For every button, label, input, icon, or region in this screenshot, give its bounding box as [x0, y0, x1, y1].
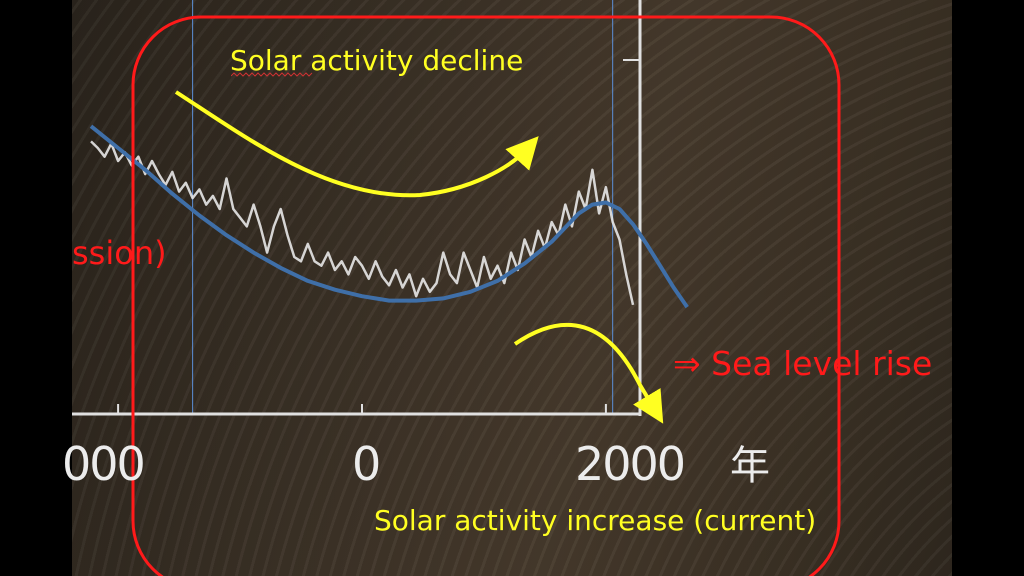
- data-trace: [90, 140, 635, 306]
- x-tick-label: 000: [62, 437, 146, 491]
- chart-arrows: [174, 90, 664, 424]
- annotation-solar-increase: Solar activity increase (current): [374, 504, 817, 537]
- spellcheck-underline: [231, 72, 313, 77]
- annotation-solar-decline: Solar activity decline: [230, 44, 524, 77]
- annotation-sea-level-rise: ⇒ Sea level rise: [673, 344, 933, 383]
- x-tick-label: 2000: [575, 437, 686, 491]
- arrow-decline: [174, 90, 539, 198]
- trend-line: [89, 124, 689, 309]
- annotation-partial-left: ssion): [72, 234, 167, 272]
- chart-lines: [72, 0, 689, 416]
- x-tick-label: 0: [352, 437, 381, 491]
- x-axis-unit-label: 年: [730, 443, 770, 489]
- arrow-increase: [513, 322, 664, 424]
- highlight-box: [131, 15, 841, 576]
- chart-panel: [72, 0, 952, 576]
